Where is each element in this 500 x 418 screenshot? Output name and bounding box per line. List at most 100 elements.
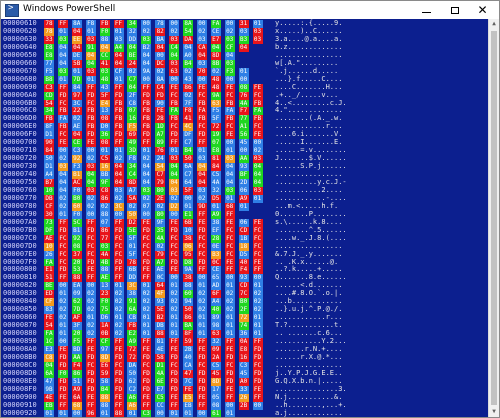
vertical-scrollbar[interactable]: ▲ ▼: [488, 19, 499, 417]
hex-byte: 03: [169, 59, 180, 68]
scrollbar-thumb[interactable]: [491, 31, 497, 405]
hex-byte: FE: [252, 258, 263, 267]
hex-byte: C3: [141, 409, 152, 417]
hex-byte: F4: [71, 361, 82, 370]
hex-byte: 01: [210, 202, 221, 211]
hex-byte: 00: [85, 147, 96, 156]
hex-byte: 63: [210, 330, 221, 339]
scroll-down-icon[interactable]: ▼: [492, 408, 496, 415]
hex-byte: 6A: [44, 369, 54, 378]
hex-byte: 00: [141, 75, 152, 84]
hex-byte: 5F: [127, 250, 138, 259]
hex-address: 000008B0: [3, 352, 37, 361]
hex-byte: 16: [238, 353, 249, 362]
hex-byte: FE: [85, 393, 96, 402]
hex-byte: FD: [141, 91, 152, 100]
hex-byte: 01: [224, 409, 235, 417]
hex-byte: 48: [210, 75, 221, 84]
hex-byte: 63: [169, 67, 180, 76]
hex-byte: 78: [127, 258, 138, 267]
hex-byte: 02: [169, 298, 180, 307]
hex-byte: 07: [141, 202, 152, 211]
hex-byte: 24: [127, 59, 138, 68]
hex-byte: 3D: [127, 147, 138, 156]
hex-byte: 02: [85, 202, 96, 211]
hex-byte: 02: [169, 27, 180, 36]
hex-byte: F8: [85, 20, 96, 28]
console-output[interactable]: 00000610 78 FF 8A F8 FB FF 34 00 78 00 8A 00 FA 00 31 01…: [1, 19, 488, 417]
hex-byte: 26: [238, 393, 249, 402]
hex-byte: FF: [85, 218, 96, 227]
hex-byte: FC: [224, 250, 235, 259]
hex-row: 00000740 A4 04 B1 04 BB 04 C4 04 C7 04 C7 04 C5 04 BF 04…: [1, 170, 488, 180]
hex-byte: FC: [224, 234, 235, 243]
hex-byte: D6: [99, 314, 110, 323]
hex-byte: FA: [57, 115, 68, 124]
hex-byte: 49: [127, 139, 138, 148]
hex-row: 000006C0 34 FB 22 FB 13 FB 07 FB FE FA F8 FA F5 FA F7 FA…: [1, 106, 488, 116]
hex-byte: 89: [210, 314, 221, 323]
hex-byte: FD: [113, 226, 124, 235]
hex-byte: 97: [71, 91, 82, 100]
ascii-column: Q.......8.e......: [275, 273, 347, 282]
hex-byte: FD: [224, 369, 235, 378]
hex-byte: 13: [99, 107, 110, 116]
hex-byte: 05: [210, 393, 221, 402]
hex-byte: 01: [57, 75, 68, 84]
hex-byte: 00: [141, 210, 152, 219]
hex-byte: 47: [183, 369, 193, 378]
hex-byte: 04: [141, 163, 152, 172]
hex-byte: FC: [224, 361, 235, 370]
hex-byte: 59: [99, 369, 110, 378]
hex-byte: FB: [57, 107, 68, 116]
hex-address: 000007F0: [3, 257, 37, 266]
scroll-up-icon[interactable]: ▲: [492, 20, 496, 27]
hex-byte: 04: [99, 43, 110, 52]
hex-byte: FD: [85, 377, 96, 386]
hex-byte: FA: [252, 107, 263, 116]
hex-byte: 00: [57, 282, 68, 291]
hex-byte: 02: [71, 115, 82, 124]
hex-byte: FD: [57, 266, 68, 275]
hex-byte: 61: [210, 409, 221, 417]
hex-byte: 43: [99, 83, 110, 92]
hex-row: 00000790 30 01 F0 00 88 00 50 00 80 00 E1 FF A9 FF 0...…: [1, 210, 488, 219]
hex-row: 000008B0 C8 FD AA FD 8D FD 72 FD 58 FD 40 FD 2A FD 16 FD…: [1, 352, 488, 362]
hex-byte: FE: [183, 385, 193, 394]
maximize-button[interactable]: [441, 1, 468, 19]
hex-byte: 5E: [155, 306, 166, 315]
hex-byte: 28: [155, 115, 166, 124]
minimize-button[interactable]: [413, 1, 440, 19]
hex-byte: 00: [113, 210, 124, 219]
hex-byte: 01: [127, 409, 138, 417]
hex-byte: F0: [71, 186, 82, 195]
hex-byte: 03: [99, 67, 110, 76]
hex-byte: 04: [252, 163, 263, 172]
hex-byte: DD: [127, 35, 138, 44]
hex-byte: ED: [44, 290, 54, 299]
hex-byte: BA: [183, 322, 193, 331]
hex-byte: 37: [71, 250, 82, 259]
close-button[interactable]: ✕: [469, 1, 496, 19]
hex-byte: FE: [57, 139, 68, 148]
hex-byte: BD: [71, 345, 82, 354]
hex-byte: FB: [85, 107, 96, 116]
hex-byte: FC: [196, 361, 207, 370]
hex-byte: FF: [196, 338, 207, 346]
hex-byte: FA: [224, 107, 235, 116]
hex-byte: B1: [71, 171, 82, 180]
hex-address: 00000810: [3, 273, 37, 282]
hex-byte: 01: [57, 210, 68, 219]
hex-byte: CD: [238, 226, 249, 235]
hex-byte: FD: [85, 385, 96, 394]
hex-byte: 1B: [238, 234, 249, 243]
title-bar[interactable]: Windows PowerShell ✕: [1, 1, 499, 19]
hex-byte: 06: [183, 242, 193, 251]
hex-byte: 69: [127, 131, 138, 140]
hex-byte: 1C: [44, 338, 54, 346]
hex-byte: FC: [169, 123, 180, 132]
hex-byte: FD: [141, 353, 152, 362]
hex-byte: 90: [44, 139, 54, 148]
hex-byte: 80: [155, 210, 166, 219]
hex-byte: FD: [196, 377, 207, 386]
